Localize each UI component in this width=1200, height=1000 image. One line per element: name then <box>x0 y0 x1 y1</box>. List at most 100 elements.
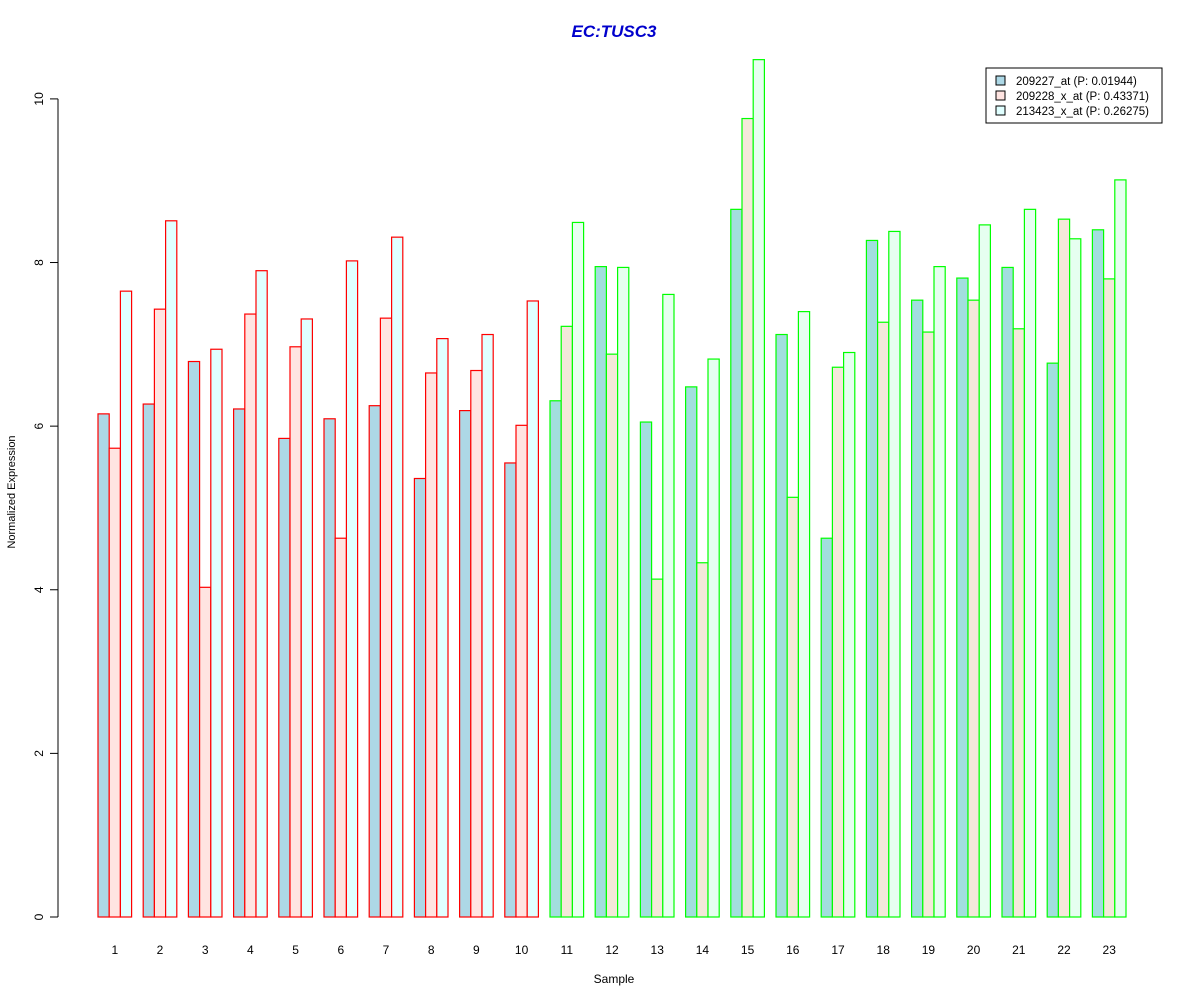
bar-sample-22-series-3 <box>1068 238 1082 918</box>
x-tick-label-9: 9 <box>473 943 480 957</box>
bar-sample-17-series-1 <box>820 537 834 918</box>
bar-sample-8-series-3 <box>436 338 449 918</box>
bar-sample-1-series-2 <box>108 447 121 918</box>
x-tick-label-11: 11 <box>561 943 574 957</box>
x-tick-label-13: 13 <box>651 943 665 957</box>
chart-title: EC:TUSC3 <box>571 22 657 41</box>
bar-sample-20-series-1 <box>956 277 969 918</box>
bar-sample-7-series-2 <box>379 317 393 918</box>
x-tick-label-4: 4 <box>247 943 254 957</box>
x-tick-label-6: 6 <box>337 943 344 957</box>
bar-sample-19-series-1 <box>910 299 924 918</box>
bar-sample-13-series-1 <box>639 421 653 918</box>
bar-sample-11-series-1 <box>549 400 562 918</box>
x-tick-label-7: 7 <box>383 943 390 957</box>
legend-swatch-1 <box>995 75 1006 86</box>
bar-sample-20-series-2 <box>967 299 980 918</box>
x-tick-label-15: 15 <box>741 943 755 957</box>
bar-sample-22-series-2 <box>1057 218 1071 918</box>
x-tick-label-21: 21 <box>1012 943 1026 957</box>
bar-sample-3-series-3 <box>210 348 223 918</box>
bar-sample-23-series-3 <box>1114 179 1127 918</box>
bar-sample-8-series-2 <box>425 372 438 918</box>
bar-sample-13-series-2 <box>650 578 664 918</box>
bar-sample-15-series-1 <box>730 208 743 918</box>
x-tick-label-22: 22 <box>1057 943 1071 957</box>
y-tick-label-8: 8 <box>32 259 46 266</box>
bar-sample-9-series-3 <box>481 333 494 918</box>
bar-sample-12-series-2 <box>605 353 619 918</box>
y-tick-label-2: 2 <box>32 750 46 757</box>
y-tick-label-6: 6 <box>32 422 46 429</box>
legend-label-3: 213423_x_at (P: 0.26275) <box>1016 106 1149 118</box>
bars-layer <box>97 59 1127 918</box>
bar-sample-5-series-3 <box>300 318 314 918</box>
x-tick-label-23: 23 <box>1103 943 1117 957</box>
y-tick-label-10: 10 <box>32 92 46 106</box>
bar-sample-4-series-3 <box>255 270 268 918</box>
bar-sample-11-series-3 <box>571 221 585 918</box>
bar-sample-13-series-3 <box>662 293 675 918</box>
bar-sample-12-series-1 <box>594 266 608 918</box>
bar-sample-7-series-1 <box>368 405 382 918</box>
x-tick-label-8: 8 <box>428 943 435 957</box>
x-tick-label-19: 19 <box>922 943 936 957</box>
bar-sample-8-series-1 <box>413 477 427 918</box>
bar-sample-6-series-3 <box>345 260 359 918</box>
bar-sample-19-series-2 <box>922 331 935 918</box>
y-axis-label: Normalized Expression <box>6 435 18 548</box>
bar-sample-4-series-2 <box>244 313 257 918</box>
legend-box <box>985 67 1163 124</box>
bar-sample-10-series-3 <box>526 300 540 918</box>
x-tick-label-18: 18 <box>877 943 891 957</box>
bar-sample-3-series-1 <box>187 360 201 918</box>
bar-sample-17-series-3 <box>842 351 856 918</box>
bar-sample-14-series-1 <box>684 386 698 918</box>
x-tick-label-10: 10 <box>515 943 529 957</box>
bar-sample-23-series-1 <box>1091 229 1105 918</box>
bar-sample-17-series-2 <box>831 366 845 918</box>
x-tick-label-17: 17 <box>831 943 845 957</box>
bar-sample-2-series-1 <box>142 403 155 918</box>
bar-sample-16-series-2 <box>786 496 800 918</box>
bar-sample-10-series-2 <box>515 424 528 918</box>
bar-sample-16-series-1 <box>775 333 788 918</box>
bar-sample-20-series-3 <box>978 224 992 918</box>
bar-sample-18-series-2 <box>876 321 890 918</box>
bar-sample-10-series-1 <box>504 462 517 918</box>
bar-sample-11-series-2 <box>560 325 574 918</box>
bar-sample-5-series-1 <box>278 437 291 918</box>
bar-sample-21-series-2 <box>1012 328 1026 918</box>
bar-sample-14-series-2 <box>696 562 709 918</box>
y-tick-label-0: 0 <box>32 913 46 920</box>
bar-sample-9-series-2 <box>470 369 483 918</box>
bar-sample-14-series-3 <box>707 358 720 918</box>
bar-sample-3-series-2 <box>199 586 212 918</box>
bar-sample-15-series-3 <box>752 59 766 918</box>
x-tick-label-2: 2 <box>157 943 164 957</box>
x-tick-label-14: 14 <box>696 943 710 957</box>
bar-sample-6-series-2 <box>334 537 348 918</box>
x-tick-label-1: 1 <box>111 943 118 957</box>
x-tick-label-12: 12 <box>605 943 619 957</box>
bar-sample-9-series-1 <box>459 410 472 918</box>
bar-sample-12-series-3 <box>616 266 630 918</box>
x-tick-label-3: 3 <box>202 943 209 957</box>
bar-sample-19-series-3 <box>933 266 946 918</box>
legend-swatch-3 <box>995 105 1006 116</box>
bar-sample-1-series-3 <box>119 290 133 918</box>
bar-sample-21-series-1 <box>1001 266 1014 918</box>
y-tick-label-4: 4 <box>32 586 46 593</box>
legend-label-1: 209227_at (P: 0.01944) <box>1016 76 1137 88</box>
bar-sample-1-series-1 <box>97 413 110 918</box>
x-tick-label-5: 5 <box>292 943 299 957</box>
x-tick-label-20: 20 <box>967 943 981 957</box>
bar-sample-2-series-3 <box>165 220 178 918</box>
bar-sample-5-series-2 <box>289 346 302 918</box>
bar-sample-16-series-3 <box>797 311 811 918</box>
bar-sample-22-series-1 <box>1046 362 1059 918</box>
bar-sample-23-series-2 <box>1102 278 1116 918</box>
legend: 209227_at (P: 0.01944) 209228_x_at (P: 0.… <box>985 67 1163 124</box>
